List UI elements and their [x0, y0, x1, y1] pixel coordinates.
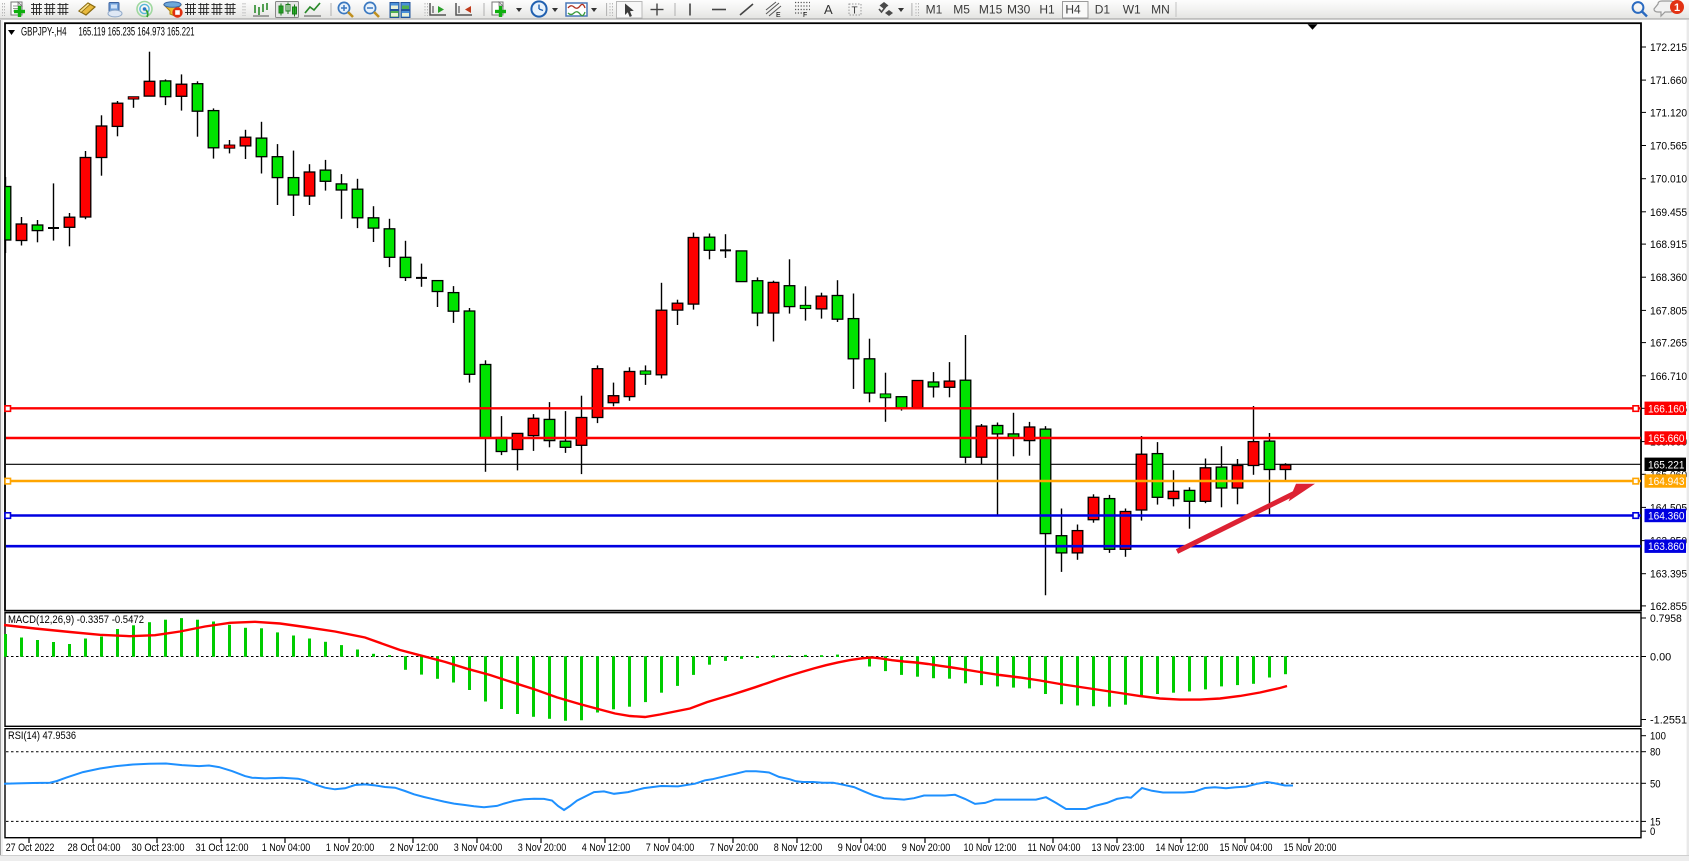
svg-text:14 Nov 12:00: 14 Nov 12:00: [1156, 842, 1209, 854]
svg-text:M15: M15: [979, 3, 1003, 17]
svg-text:W1: W1: [1123, 3, 1141, 17]
svg-text:28 Oct 04:00: 28 Oct 04:00: [68, 842, 121, 854]
svg-text:165.221: 165.221: [1648, 459, 1685, 471]
svg-text:171.660: 171.660: [1650, 75, 1687, 87]
svg-text:10 Nov 12:00: 10 Nov 12:00: [964, 842, 1017, 854]
svg-text:GBPJPY-,H4: GBPJPY-,H4: [21, 27, 67, 39]
svg-text:E: E: [776, 12, 781, 19]
svg-text:164.360: 164.360: [1648, 511, 1685, 523]
svg-text:165.660: 165.660: [1648, 433, 1685, 445]
svg-text:M5: M5: [953, 3, 970, 17]
svg-text:3 Nov 04:00: 3 Nov 04:00: [454, 842, 503, 854]
svg-text:50: 50: [1650, 778, 1661, 790]
svg-text:170.565: 170.565: [1650, 141, 1687, 153]
svg-text:9 Nov 20:00: 9 Nov 20:00: [902, 842, 951, 854]
svg-text:0.7958: 0.7958: [1650, 613, 1682, 625]
svg-text:168.360: 168.360: [1650, 272, 1687, 284]
svg-text:164.943: 164.943: [1648, 476, 1685, 488]
svg-text:169.455: 169.455: [1650, 207, 1687, 219]
svg-text:1 Nov 04:00: 1 Nov 04:00: [262, 842, 311, 854]
svg-text:163.860: 163.860: [1648, 541, 1685, 553]
svg-text:M30: M30: [1007, 3, 1031, 17]
svg-text:15 Nov 04:00: 15 Nov 04:00: [1220, 842, 1273, 854]
svg-text:2 Nov 12:00: 2 Nov 12:00: [390, 842, 439, 854]
svg-text:171.120: 171.120: [1650, 107, 1687, 119]
svg-text:A: A: [824, 2, 833, 17]
svg-text:3 Nov 20:00: 3 Nov 20:00: [518, 842, 567, 854]
svg-text:80: 80: [1650, 747, 1661, 759]
svg-text:166.710: 166.710: [1650, 371, 1687, 383]
svg-text:172.215: 172.215: [1650, 42, 1687, 54]
svg-text:167.805: 167.805: [1650, 305, 1687, 317]
svg-text:MN: MN: [1151, 3, 1170, 17]
svg-text:1 Nov 20:00: 1 Nov 20:00: [326, 842, 375, 854]
svg-text:D1: D1: [1095, 3, 1111, 17]
svg-text:15 Nov 20:00: 15 Nov 20:00: [1284, 842, 1337, 854]
svg-text:7 Nov 04:00: 7 Nov 04:00: [646, 842, 695, 854]
svg-text:-1.2551: -1.2551: [1650, 715, 1687, 727]
svg-text:0: 0: [1650, 826, 1655, 838]
svg-text:15: 15: [1650, 816, 1661, 828]
svg-text:168.915: 168.915: [1650, 239, 1687, 251]
svg-text:30 Oct 23:00: 30 Oct 23:00: [132, 842, 185, 854]
svg-text:H4: H4: [1065, 3, 1081, 17]
svg-text:RSI(14) 47.9536: RSI(14) 47.9536: [8, 730, 76, 742]
svg-text:13 Nov 23:00: 13 Nov 23:00: [1092, 842, 1145, 854]
svg-text:100: 100: [1650, 731, 1666, 743]
svg-text:4 Nov 12:00: 4 Nov 12:00: [582, 842, 631, 854]
svg-text:167.265: 167.265: [1650, 338, 1687, 350]
svg-text:H1: H1: [1039, 3, 1055, 17]
svg-text:M1: M1: [926, 3, 943, 17]
svg-text:T: T: [852, 6, 858, 17]
svg-text:8 Nov 12:00: 8 Nov 12:00: [774, 842, 823, 854]
svg-text:31 Oct 12:00: 31 Oct 12:00: [196, 842, 249, 854]
svg-text:27 Oct 2022: 27 Oct 2022: [6, 842, 55, 854]
svg-text:165.119 165.235 164.973 165.22: 165.119 165.235 164.973 165.221: [79, 27, 195, 39]
svg-text:F: F: [803, 12, 807, 19]
svg-text:170.010: 170.010: [1650, 174, 1687, 186]
svg-text:11 Nov 04:00: 11 Nov 04:00: [1028, 842, 1081, 854]
svg-text:7 Nov 20:00: 7 Nov 20:00: [710, 842, 759, 854]
svg-text:9 Nov 04:00: 9 Nov 04:00: [838, 842, 887, 854]
svg-text:163.395: 163.395: [1650, 569, 1687, 581]
svg-text:MACD(12,26,9) -0.3357 -0.5472: MACD(12,26,9) -0.3357 -0.5472: [8, 614, 144, 626]
svg-text:1: 1: [1674, 2, 1680, 14]
svg-text:0.00: 0.00: [1650, 652, 1671, 664]
svg-text:162.855: 162.855: [1650, 601, 1687, 613]
svg-text:166.160: 166.160: [1648, 403, 1685, 415]
